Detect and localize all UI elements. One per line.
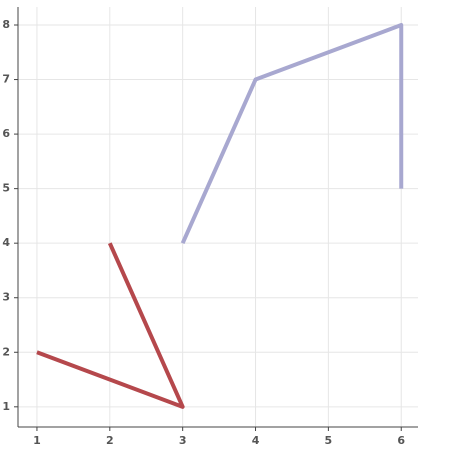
- y-tick-label: 5: [2, 182, 10, 195]
- y-tick-label: 1: [2, 400, 10, 413]
- plot-area: [18, 7, 418, 427]
- x-tick-label: 5: [325, 434, 333, 447]
- x-tick-label: 2: [106, 434, 114, 447]
- y-tick-label: 4: [2, 236, 10, 249]
- y-tick-label: 8: [2, 18, 10, 31]
- series-line: [36, 242, 185, 409]
- x-tick-label: 1: [33, 434, 41, 447]
- series-line: [180, 23, 404, 244]
- y-tick-label: 7: [2, 73, 10, 86]
- x-tick-label: 6: [397, 434, 405, 447]
- x-tick-label: 3: [179, 434, 187, 447]
- y-tick-label: 6: [2, 127, 10, 140]
- y-tick-label: 3: [2, 291, 10, 304]
- y-tick-label: 2: [2, 345, 10, 358]
- x-tick-label: 4: [252, 434, 260, 447]
